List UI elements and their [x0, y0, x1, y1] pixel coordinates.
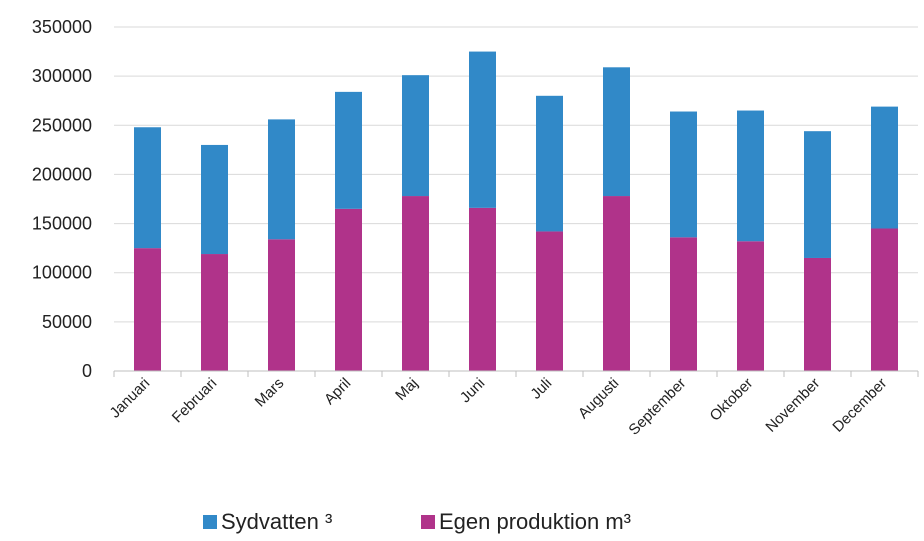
- x-tick-label: Januari: [107, 375, 154, 422]
- bar-egen-produktion: [469, 207, 496, 371]
- x-tick-label: Juni: [457, 375, 488, 406]
- legend-swatch-egen-produktion: [421, 515, 435, 529]
- y-tick-label: 250000: [32, 115, 92, 135]
- bar-egen-produktion: [201, 254, 228, 371]
- y-tick-label: 100000: [32, 263, 92, 283]
- bar-egen-produktion: [670, 237, 697, 371]
- x-tick-label: December: [829, 375, 890, 436]
- y-tick-label: 50000: [42, 312, 92, 332]
- x-tick-label: Februari: [169, 375, 221, 427]
- x-tick-label: Maj: [392, 375, 421, 404]
- bar-sydvatten: [737, 110, 764, 242]
- y-tick-label: 0: [82, 361, 92, 381]
- bar-sydvatten: [871, 106, 898, 229]
- bar-egen-produktion: [536, 231, 563, 371]
- x-tick-label: Juli: [527, 375, 555, 403]
- x-tick-label: Oktober: [707, 375, 757, 425]
- y-tick-label: 200000: [32, 164, 92, 184]
- y-tick-label: 150000: [32, 214, 92, 234]
- legend-label-sydvatten: Sydvatten ³: [221, 509, 332, 534]
- y-tick-label: 350000: [32, 17, 92, 37]
- bar-sydvatten: [402, 75, 429, 197]
- bar-egen-produktion: [268, 239, 295, 371]
- bar-egen-produktion: [402, 196, 429, 371]
- bar-egen-produktion: [134, 248, 161, 371]
- x-tick-label: April: [321, 375, 354, 408]
- bar-sydvatten: [469, 51, 496, 208]
- bar-egen-produktion: [737, 241, 764, 371]
- bar-egen-produktion: [603, 196, 630, 371]
- bar-sydvatten: [804, 131, 831, 258]
- bar-sydvatten: [268, 119, 295, 240]
- x-tick-label: September: [625, 375, 689, 439]
- legend-label-egen-produktion: Egen produktion m³: [439, 509, 631, 534]
- bar-sydvatten: [134, 127, 161, 249]
- x-tick-label: November: [762, 375, 823, 436]
- bar-sydvatten: [335, 91, 362, 209]
- bar-egen-produktion: [804, 257, 831, 371]
- bar-sydvatten: [536, 95, 563, 232]
- y-tick-label: 300000: [32, 66, 92, 86]
- bar-sydvatten: [670, 111, 697, 238]
- bar-egen-produktion: [335, 208, 362, 371]
- bar-sydvatten: [201, 144, 228, 255]
- x-tick-label: Mars: [252, 375, 288, 411]
- x-tick-label: Augusti: [575, 375, 622, 422]
- bar-egen-produktion: [871, 228, 898, 371]
- bar-sydvatten: [603, 67, 630, 197]
- legend-swatch-sydvatten: [203, 515, 217, 529]
